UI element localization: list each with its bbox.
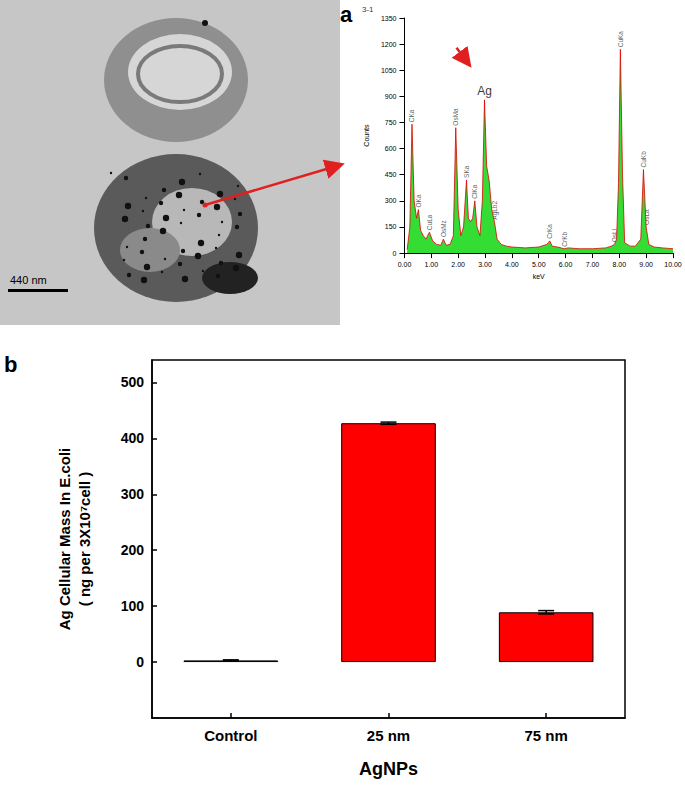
svg-text:OsLl: OsLl <box>611 229 618 243</box>
svg-text:3-1: 3-1 <box>362 5 374 14</box>
svg-text:300: 300 <box>121 486 145 502</box>
svg-text:1350: 1350 <box>381 15 397 22</box>
svg-text:a: a <box>340 2 353 27</box>
svg-text:1050: 1050 <box>381 67 397 74</box>
svg-text:7.00: 7.00 <box>586 261 600 268</box>
svg-text:200: 200 <box>121 542 145 558</box>
svg-text:Ag Cellular Mass In E.coli: Ag Cellular Mass In E.coli <box>56 448 73 631</box>
svg-text:300: 300 <box>385 197 397 204</box>
svg-text:0: 0 <box>136 654 144 670</box>
svg-text:400: 400 <box>121 430 145 446</box>
svg-text:750: 750 <box>385 119 397 126</box>
svg-text:CrKa: CrKa <box>546 224 553 239</box>
svg-text:Control: Control <box>204 727 257 744</box>
svg-text:0: 0 <box>393 250 397 257</box>
svg-text:0.00: 0.00 <box>398 261 412 268</box>
svg-text:1200: 1200 <box>381 41 397 48</box>
svg-text:AgNPs: AgNPs <box>359 759 418 779</box>
svg-text:4.00: 4.00 <box>505 261 519 268</box>
svg-text:150: 150 <box>385 223 397 230</box>
svg-text:Counts: Counts <box>363 124 370 147</box>
svg-text:CuLa: CuLa <box>426 214 433 230</box>
svg-text:900: 900 <box>385 93 397 100</box>
svg-text:CuKb: CuKb <box>640 151 647 168</box>
svg-text:500: 500 <box>121 374 145 390</box>
svg-text:( ng per 3X10⁷cell ): ( ng per 3X10⁷cell ) <box>76 472 93 607</box>
svg-text:8.00: 8.00 <box>612 261 626 268</box>
svg-text:CuKa: CuKa <box>617 31 624 48</box>
svg-text:5.00: 5.00 <box>532 261 546 268</box>
svg-text:CrKb: CrKb <box>561 232 568 247</box>
svg-text:440 nm: 440 nm <box>10 274 47 286</box>
svg-text:2.00: 2.00 <box>451 261 465 268</box>
svg-text:OKa: OKa <box>415 194 422 207</box>
svg-text:CKa: CKa <box>408 109 415 122</box>
svg-text:1.00: 1.00 <box>425 261 439 268</box>
svg-text:75 nm: 75 nm <box>524 727 567 744</box>
svg-text:600: 600 <box>385 145 397 152</box>
svg-text:OsMz: OsMz <box>440 220 447 237</box>
svg-text:450: 450 <box>385 171 397 178</box>
svg-text:Ag: Ag <box>477 84 492 98</box>
svg-text:9.00: 9.00 <box>639 261 653 268</box>
svg-text:OsMa: OsMa <box>452 108 459 126</box>
svg-text:10.00: 10.00 <box>664 261 682 268</box>
svg-text:AgLb2: AgLb2 <box>490 200 498 220</box>
svg-text:b: b <box>4 352 17 377</box>
svg-text:6.00: 6.00 <box>559 261 573 268</box>
svg-text:100: 100 <box>121 598 145 614</box>
svg-text:ClKa: ClKa <box>471 184 478 198</box>
svg-text:3.00: 3.00 <box>478 261 492 268</box>
svg-text:SKa: SKa <box>463 165 470 178</box>
svg-text:25 nm: 25 nm <box>367 727 410 744</box>
svg-text:keV: keV <box>533 273 545 280</box>
